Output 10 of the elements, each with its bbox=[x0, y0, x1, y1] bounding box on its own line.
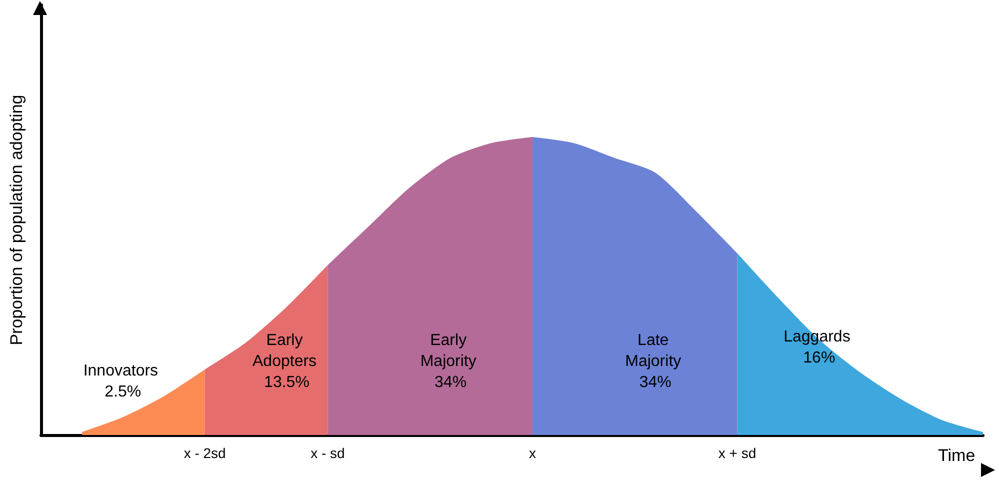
x-tick-label: x + sd bbox=[718, 445, 756, 461]
series-label: Late Majority 34% bbox=[625, 332, 686, 391]
series-label: Innovators 2.5% bbox=[83, 362, 162, 401]
series-label: Early Majority 34% bbox=[420, 332, 481, 391]
x-axis-title: Time bbox=[938, 446, 976, 465]
x-tick-label: x bbox=[528, 445, 536, 461]
x-tick-label: x - sd bbox=[310, 445, 345, 461]
series-label: Early Adopters 13.5% bbox=[252, 332, 321, 391]
y-axis-title: Proportion of population adopting bbox=[7, 94, 26, 346]
x-tick-label: x - 2sd bbox=[184, 445, 226, 461]
